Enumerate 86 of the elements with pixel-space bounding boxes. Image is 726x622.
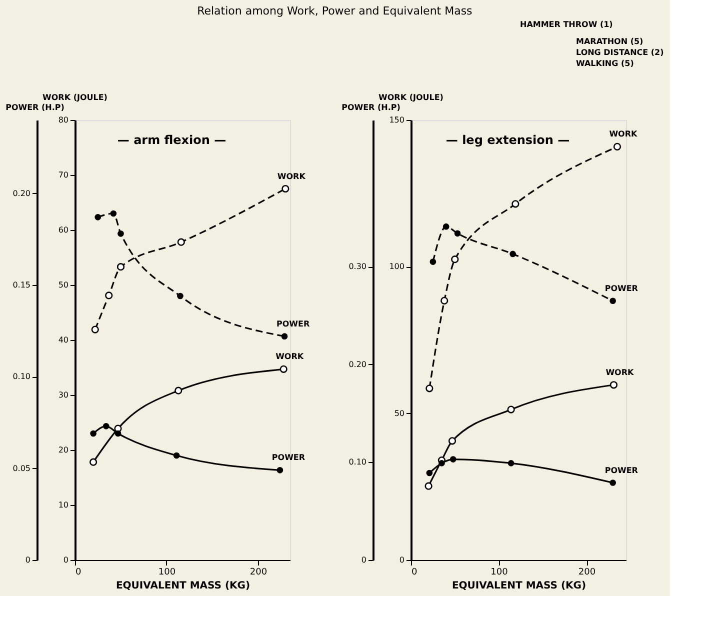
y-tick-label: 10 (58, 500, 68, 510)
point (281, 333, 288, 340)
point (510, 250, 516, 258)
y-tick-label: 0 (399, 556, 404, 564)
y-tick-label: 0 (63, 556, 68, 564)
y-tick-label: 50 (394, 408, 404, 418)
point (610, 381, 618, 389)
x-tick-label: 200 (578, 568, 596, 578)
series-label: WORK (609, 130, 638, 139)
point (282, 184, 290, 193)
y2-tick-label: 0.20 (12, 188, 30, 198)
x-tick-label: 100 (158, 568, 176, 578)
point (512, 200, 520, 208)
y2-tick-label: 0.30 (348, 262, 366, 272)
y-tick-label: 60 (58, 226, 68, 234)
point (426, 470, 433, 476)
y-tick-label: 30 (58, 390, 68, 400)
y2-tick-label: 0.20 (348, 360, 366, 369)
y-axis-title: WORK (JOULE) (378, 93, 444, 102)
y-tick-label: 100 (389, 262, 404, 272)
point (610, 480, 616, 486)
point (448, 437, 456, 445)
text: MARATHON (5) (576, 37, 644, 46)
y2-tick-label: 0 (361, 556, 366, 564)
point (174, 386, 182, 394)
text: Relation among Work, Power and Equivalent Mass (197, 4, 473, 18)
y-tick-label: 50 (58, 280, 68, 290)
x-tick-label: 0 (76, 568, 82, 578)
y2-axis-title: POWER (H.P) (6, 103, 64, 112)
point (114, 430, 122, 437)
series-label: POWER (272, 453, 306, 462)
point (454, 230, 461, 237)
point (438, 460, 445, 466)
y-tick-label: 70 (58, 170, 68, 180)
point (424, 482, 432, 490)
text: — arm flexion — (117, 133, 226, 147)
point (450, 456, 456, 462)
x-tick-label: 200 (250, 568, 268, 578)
y2-tick-label: 0 (25, 556, 30, 564)
y-tick-label: 20 (58, 446, 68, 454)
point (613, 142, 622, 150)
point (430, 258, 436, 265)
point (451, 256, 459, 264)
x-tick-label: 0 (412, 568, 418, 578)
text: HAMMER THROW (1) (520, 20, 613, 29)
point (91, 326, 99, 334)
point (610, 298, 616, 304)
y2-tick-label: 0.15 (12, 280, 30, 290)
point (442, 223, 450, 230)
point (90, 430, 96, 437)
point (508, 460, 514, 466)
y-tick-label: 150 (389, 116, 404, 124)
series-label: POWER (604, 284, 638, 293)
point (440, 296, 448, 304)
y-tick-label: 40 (58, 336, 68, 344)
y2-tick-label: 0.10 (348, 458, 366, 467)
series-label: WORK (606, 368, 634, 377)
series-label: WORK (276, 352, 304, 362)
text: — leg extension — (446, 133, 570, 147)
y-axis-title: WORK (JOULE) (42, 93, 108, 102)
point (173, 452, 180, 459)
point (116, 263, 125, 271)
x-axis-title: EQUIVALENT MASS (KG) (452, 580, 586, 592)
point (94, 214, 102, 220)
point (110, 210, 117, 217)
y2-axis-title: POWER (H.P) (342, 103, 400, 112)
x-axis-title: EQUIVALENT MASS (KG) (116, 580, 250, 592)
series-label: WORK (277, 172, 306, 181)
point (177, 292, 184, 300)
point (276, 467, 284, 474)
point (177, 238, 185, 246)
series-label: POWER (604, 466, 638, 475)
point (102, 423, 110, 430)
y-tick-label: 80 (58, 116, 68, 124)
point (507, 406, 515, 414)
y2-tick-label: 0.10 (12, 372, 30, 382)
text: LONG DISTANCE (2) (576, 48, 664, 57)
text: WALKING (5) (576, 59, 634, 68)
y2-tick-label: 0.05 (12, 464, 30, 473)
series-label: POWER (276, 319, 310, 328)
point (118, 230, 124, 237)
point (89, 458, 98, 466)
point (105, 292, 113, 300)
point (426, 384, 434, 392)
point (280, 365, 288, 373)
x-tick-label: 100 (490, 568, 508, 578)
